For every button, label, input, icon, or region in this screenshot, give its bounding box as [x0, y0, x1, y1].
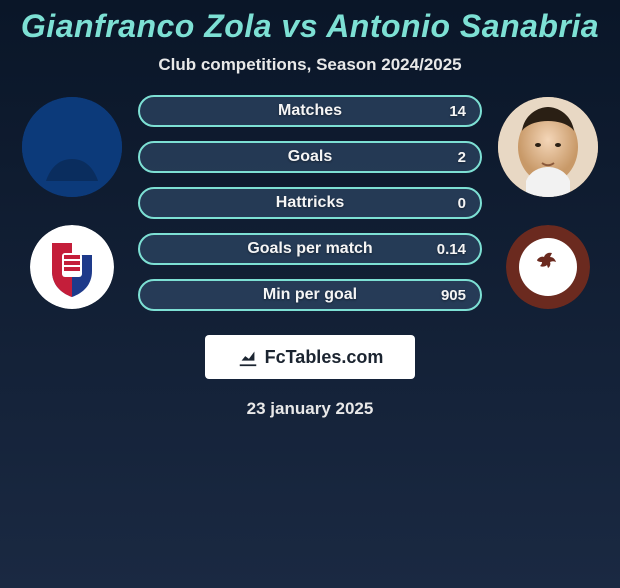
player-silhouette-icon: [22, 97, 122, 197]
stat-label: Matches: [278, 102, 342, 120]
brand-badge[interactable]: FcTables.com: [205, 335, 415, 379]
stat-bar: Hattricks 0: [138, 187, 482, 219]
torino-crest-inner: [519, 238, 577, 296]
right-club-badge: [506, 225, 590, 309]
right-player-column: [494, 97, 602, 309]
stat-bar: Goals per match 0.14: [138, 233, 482, 265]
torino-crest-icon: [506, 225, 590, 309]
brand-label: FcTables.com: [265, 347, 384, 368]
right-player-avatar: [498, 97, 598, 197]
date-label: 23 january 2025: [0, 399, 620, 419]
page-title: Gianfranco Zola vs Antonio Sanabria: [0, 8, 620, 45]
stat-label: Hattricks: [276, 194, 344, 212]
stat-right-value: 0.14: [437, 241, 466, 258]
stat-label: Goals: [288, 148, 332, 166]
stat-bar: Matches 14: [138, 95, 482, 127]
brand-chart-icon: [237, 346, 259, 368]
left-player-column: [18, 97, 126, 309]
stat-label: Min per goal: [263, 286, 357, 304]
stat-bars: Matches 14 Goals 2 Hattricks 0 Goals per…: [138, 95, 482, 311]
left-club-badge: [30, 225, 114, 309]
stat-label: Goals per match: [247, 240, 372, 258]
player-face-icon: [498, 97, 598, 197]
left-player-avatar: [22, 97, 122, 197]
cagliari-crest-icon: [30, 225, 114, 309]
stat-bar: Min per goal 905: [138, 279, 482, 311]
comparison-row: Matches 14 Goals 2 Hattricks 0 Goals per…: [0, 95, 620, 311]
stat-right-value: 14: [449, 103, 466, 120]
stat-bar: Goals 2: [138, 141, 482, 173]
stat-right-value: 2: [458, 149, 466, 166]
stat-right-value: 0: [458, 195, 466, 212]
subtitle: Club competitions, Season 2024/2025: [0, 55, 620, 75]
stat-right-value: 905: [441, 287, 466, 304]
